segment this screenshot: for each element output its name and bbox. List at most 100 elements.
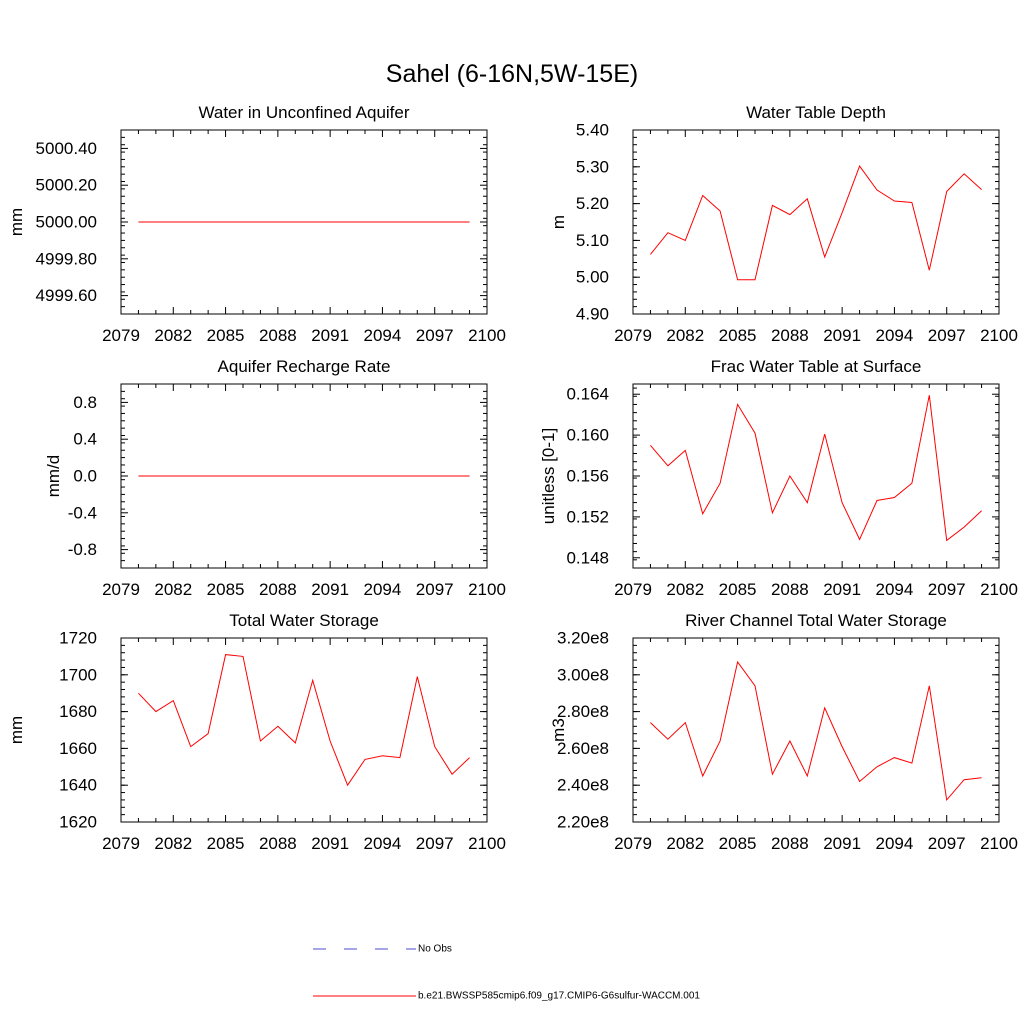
y-tick-label: 1720 <box>59 629 97 648</box>
legend-label-no-obs: No Obs <box>418 944 452 955</box>
x-tick-label: 2079 <box>102 580 140 599</box>
y-tick-label: 0.8 <box>73 393 97 412</box>
y-tick-label: 0.0 <box>73 467 97 486</box>
y-tick-label: 2.20e8 <box>557 813 609 832</box>
y-axis-label: mm <box>7 208 26 236</box>
x-tick-label: 2088 <box>771 326 809 345</box>
y-tick-label: 0.148 <box>566 548 609 567</box>
x-tick-label: 2094 <box>364 326 402 345</box>
x-tick-label: 2100 <box>980 326 1018 345</box>
y-tick-label: 5.40 <box>576 121 609 140</box>
series-line <box>138 654 470 787</box>
y-tick-label: 2.80e8 <box>557 702 609 721</box>
legend-label-model: b.e21.BWSSP585cmip6.f09_g17.CMIP6-G6sulf… <box>418 991 700 1002</box>
x-tick-label: 2079 <box>102 326 140 345</box>
y-tick-label: 1660 <box>59 739 97 758</box>
x-tick-label: 2091 <box>823 326 861 345</box>
plot-frame <box>632 129 1000 315</box>
x-tick-label: 2088 <box>259 834 297 853</box>
x-tick-label: 2100 <box>468 834 506 853</box>
x-tick-label: 2082 <box>666 326 704 345</box>
y-tick-label: 4.90 <box>576 305 609 324</box>
x-tick-label: 2082 <box>154 580 192 599</box>
x-tick-label: 2097 <box>928 326 966 345</box>
y-tick-label: 5.20 <box>576 194 609 213</box>
x-tick-label: 2100 <box>980 834 1018 853</box>
y-tick-label: 5000.00 <box>36 213 97 232</box>
y-tick-label: 5000.20 <box>36 176 97 195</box>
y-axis-label: unitless [0-1] <box>539 428 558 524</box>
y-tick-label: 5000.40 <box>36 139 97 158</box>
x-tick-label: 2082 <box>154 834 192 853</box>
x-tick-label: 2094 <box>876 580 914 599</box>
x-tick-label: 2082 <box>666 834 704 853</box>
y-tick-label: 5.00 <box>576 268 609 287</box>
panel-title: Water in Unconfined Aquifer <box>198 103 409 122</box>
panel-title: River Channel Total Water Storage <box>685 611 947 630</box>
y-tick-label: 0.156 <box>566 467 609 486</box>
y-tick-label: 5.30 <box>576 157 609 176</box>
y-tick-label: 4999.80 <box>36 249 97 268</box>
y-tick-label: 4999.60 <box>36 286 97 305</box>
y-tick-label: -0.4 <box>68 503 97 522</box>
x-tick-label: 2079 <box>614 326 652 345</box>
x-tick-label: 2094 <box>364 580 402 599</box>
x-tick-label: 2091 <box>823 834 861 853</box>
y-axis-label: mm <box>7 716 26 744</box>
x-tick-label: 2088 <box>259 326 297 345</box>
plot-frame <box>632 383 1000 569</box>
x-tick-label: 2085 <box>207 580 245 599</box>
x-tick-label: 2100 <box>468 326 506 345</box>
y-tick-label: 3.20e8 <box>557 629 609 648</box>
x-tick-label: 2091 <box>823 580 861 599</box>
x-tick-label: 2097 <box>416 326 454 345</box>
y-tick-label: 1680 <box>59 702 97 721</box>
x-tick-label: 2091 <box>311 326 349 345</box>
panel-title: Frac Water Table at Surface <box>711 357 922 376</box>
panel-title: Total Water Storage <box>229 611 379 630</box>
x-tick-label: 2097 <box>928 834 966 853</box>
x-tick-label: 2097 <box>416 834 454 853</box>
x-tick-label: 2082 <box>154 326 192 345</box>
panel-5: Total Water Storage mm 2079 2082 2085 2088 209… <box>7 611 506 853</box>
x-tick-label: 2085 <box>719 834 757 853</box>
x-tick-label: 2094 <box>876 326 914 345</box>
panels-group: Water in Unconfined Aquifer mm 2079 2082 208… <box>7 103 1018 853</box>
series-line <box>650 660 982 802</box>
legend: No Obs b.e21.BWSSP585cmip6.f09_g17.CMIP6-… <box>313 944 700 1002</box>
x-tick-label: 2100 <box>468 580 506 599</box>
y-axis-label: m3 <box>549 718 568 742</box>
y-tick-label: 0.164 <box>566 385 609 404</box>
y-axis-label: mm/d <box>44 455 63 498</box>
panel-6: River Channel Total Water Storage m3 2079 2… <box>549 611 1018 853</box>
y-tick-label: -0.8 <box>68 540 97 559</box>
y-tick-label: 2.40e8 <box>557 776 609 795</box>
x-tick-label: 2097 <box>416 580 454 599</box>
series-line <box>650 165 982 281</box>
x-tick-label: 2079 <box>614 580 652 599</box>
x-tick-label: 2085 <box>207 326 245 345</box>
x-tick-label: 2094 <box>876 834 914 853</box>
y-tick-label: 1640 <box>59 776 97 795</box>
x-tick-label: 2088 <box>259 580 297 599</box>
x-tick-label: 2091 <box>311 580 349 599</box>
figure-title: Sahel (6-16N,5W-15E) <box>386 60 638 88</box>
panel-4: Frac Water Table at Surface unitless [0-1… <box>539 357 1018 599</box>
x-tick-label: 2097 <box>928 580 966 599</box>
y-tick-label: 3.00e8 <box>557 665 609 684</box>
y-tick-label: 0.152 <box>566 507 609 526</box>
panel-1: Water in Unconfined Aquifer mm 2079 2082 208… <box>7 103 506 345</box>
x-tick-label: 2088 <box>771 580 809 599</box>
y-tick-label: 0.160 <box>566 426 609 445</box>
plot-frame <box>632 637 1000 823</box>
panel-2: Water Table Depth m 2079 2082 2085 2088 2091 20… <box>549 103 1018 345</box>
series-line <box>650 395 982 542</box>
panel-3: Aquifer Recharge Rate mm/d 2079 2082 2085 208… <box>44 357 506 599</box>
y-tick-label: 5.10 <box>576 231 609 250</box>
x-tick-label: 2100 <box>980 580 1018 599</box>
panel-title: Water Table Depth <box>746 103 886 122</box>
x-tick-label: 2094 <box>364 834 402 853</box>
y-tick-label: 1700 <box>59 665 97 684</box>
y-tick-label: 1620 <box>59 813 97 832</box>
